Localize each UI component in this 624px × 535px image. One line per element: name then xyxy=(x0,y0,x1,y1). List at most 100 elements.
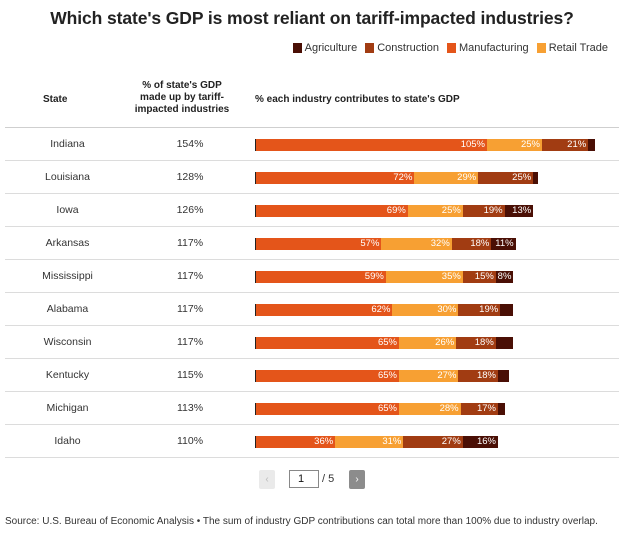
bar-segment-manufacturing: 62% xyxy=(256,304,393,316)
bar-segment-manufacturing: 105% xyxy=(256,139,487,151)
data-label: 16% xyxy=(476,436,496,447)
data-label: 65% xyxy=(377,337,397,348)
bar-segment-construction: 25% xyxy=(478,172,534,184)
page-total: / 5 xyxy=(322,473,335,485)
bar-segment-construction: 19% xyxy=(458,304,501,316)
header-divider xyxy=(5,127,619,128)
bar-segment-agriculture: 8% xyxy=(495,271,514,283)
state-label: Idaho xyxy=(54,435,81,447)
bar-segment-construction: 18% xyxy=(451,238,492,250)
bar-segment-construction: 15% xyxy=(462,271,496,283)
data-label: 13% xyxy=(512,205,532,216)
data-label: 65% xyxy=(377,370,397,381)
column-header-industry: % each industry contributes to state's G… xyxy=(255,94,460,105)
bar-segment-manufacturing: 57% xyxy=(256,238,382,250)
data-label: 31% xyxy=(382,436,402,447)
total-pct-label: 126% xyxy=(176,204,204,216)
bar-segment-manufacturing: 72% xyxy=(256,172,415,184)
bar-segment-construction: 19% xyxy=(462,205,505,217)
state-label: Wisconsin xyxy=(43,336,92,348)
next-page-button[interactable]: › xyxy=(349,470,365,489)
table-row: Mississippi 117% 59% 35% 15% 8% xyxy=(5,260,619,293)
data-label: 28% xyxy=(439,403,459,414)
legend-label-manufacturing: Manufacturing xyxy=(458,42,529,54)
bar-segment-construction: 17% xyxy=(460,403,498,415)
data-label: 18% xyxy=(470,238,490,249)
page-number-input[interactable]: 1 xyxy=(289,470,319,488)
table-row: Kentucky 115% 65% 27% 18% xyxy=(5,359,619,392)
stacked-bar: 62% 30% 19% xyxy=(255,304,514,316)
total-pct-label: 117% xyxy=(176,336,204,348)
bar-segment-construction: 18% xyxy=(456,337,496,349)
bar-segment-agriculture xyxy=(533,172,538,184)
legend-item-construction: Construction xyxy=(365,42,439,54)
bar-segment-agriculture xyxy=(500,304,514,316)
total-pct-label: 115% xyxy=(176,369,204,381)
total-pct-label: 110% xyxy=(176,435,204,447)
data-label: 25% xyxy=(520,139,540,150)
chart-rows: Indiana 154% 105% 25% 21% Louisiana 128% 72% 29%… xyxy=(5,128,619,458)
data-label: 36% xyxy=(314,436,334,447)
data-label: 18% xyxy=(476,370,496,381)
table-row: Wisconsin 117% 65% 26% 18% xyxy=(5,326,619,359)
bar-segment-agriculture: 13% xyxy=(504,205,534,217)
source-note: Source: U.S. Bureau of Economic Analysis… xyxy=(5,516,598,527)
legend-label-construction: Construction xyxy=(377,42,439,54)
stacked-bar: 105% 25% 21% xyxy=(255,139,595,151)
bar-segment-agriculture xyxy=(497,403,505,415)
total-pct-label: 128% xyxy=(176,171,204,183)
total-pct-label: 113% xyxy=(176,402,204,414)
data-label: 59% xyxy=(364,271,384,282)
data-label: 32% xyxy=(430,238,450,249)
data-label: 27% xyxy=(441,436,461,447)
table-row: Alabama 117% 62% 30% 19% xyxy=(5,293,619,326)
bar-segment-manufacturing: 59% xyxy=(256,271,386,283)
bar-segment-retail-trade: 29% xyxy=(414,172,479,184)
legend-label-agriculture: Agriculture xyxy=(304,42,358,54)
legend-swatch-agriculture xyxy=(292,43,302,53)
state-label: Louisiana xyxy=(45,171,90,183)
legend-item-agriculture: Agriculture xyxy=(292,42,358,54)
data-label: 105% xyxy=(460,139,485,150)
data-label: 17% xyxy=(476,403,496,414)
bar-segment-construction: 18% xyxy=(458,370,498,382)
total-pct-label: 117% xyxy=(176,303,204,315)
legend-swatch-manufacturing xyxy=(446,43,456,53)
stacked-bar: 57% 32% 18% 11% xyxy=(255,238,516,250)
data-label: 25% xyxy=(512,172,532,183)
bar-segment-manufacturing: 65% xyxy=(256,337,399,349)
data-label: 19% xyxy=(479,304,499,315)
bar-segment-retail-trade: 25% xyxy=(407,205,463,217)
stacked-bar: 69% 25% 19% 13% xyxy=(255,205,534,217)
legend: Agriculture Construction Manufacturing R… xyxy=(292,42,608,54)
data-label: 15% xyxy=(474,271,494,282)
state-label: Michigan xyxy=(46,402,89,414)
state-label: Kentucky xyxy=(45,369,90,381)
data-label: 65% xyxy=(377,403,397,414)
bar-segment-manufacturing: 36% xyxy=(256,436,336,448)
prev-page-button[interactable]: ‹ xyxy=(259,470,275,489)
bar-segment-manufacturing: 69% xyxy=(256,205,408,217)
table-row: Louisiana 128% 72% 29% 25% xyxy=(5,161,619,194)
legend-item-retail-trade: Retail Trade xyxy=(536,42,608,54)
legend-label-retail-trade: Retail Trade xyxy=(548,42,608,54)
data-label: 26% xyxy=(435,337,455,348)
bar-segment-agriculture: 11% xyxy=(491,238,516,250)
stacked-bar: 72% 29% 25% xyxy=(255,172,538,184)
legend-swatch-retail-trade xyxy=(536,43,546,53)
bar-segment-retail-trade: 28% xyxy=(399,403,461,415)
bar-segment-agriculture: 16% xyxy=(462,436,498,448)
data-label: 57% xyxy=(360,238,380,249)
data-label: 72% xyxy=(393,172,413,183)
data-label: 19% xyxy=(483,205,503,216)
total-pct-label: 154% xyxy=(176,138,204,150)
bar-segment-agriculture xyxy=(588,139,595,151)
table-row: Arkansas 117% 57% 32% 18% 11% xyxy=(5,227,619,260)
data-label: 21% xyxy=(567,139,587,150)
bar-segment-construction: 21% xyxy=(542,139,589,151)
data-label: 18% xyxy=(474,337,494,348)
state-label: Alabama xyxy=(46,303,89,315)
data-label: 35% xyxy=(441,271,461,282)
stacked-bar: 65% 27% 18% xyxy=(255,370,509,382)
table-row: Michigan 113% 65% 28% 17% xyxy=(5,392,619,425)
